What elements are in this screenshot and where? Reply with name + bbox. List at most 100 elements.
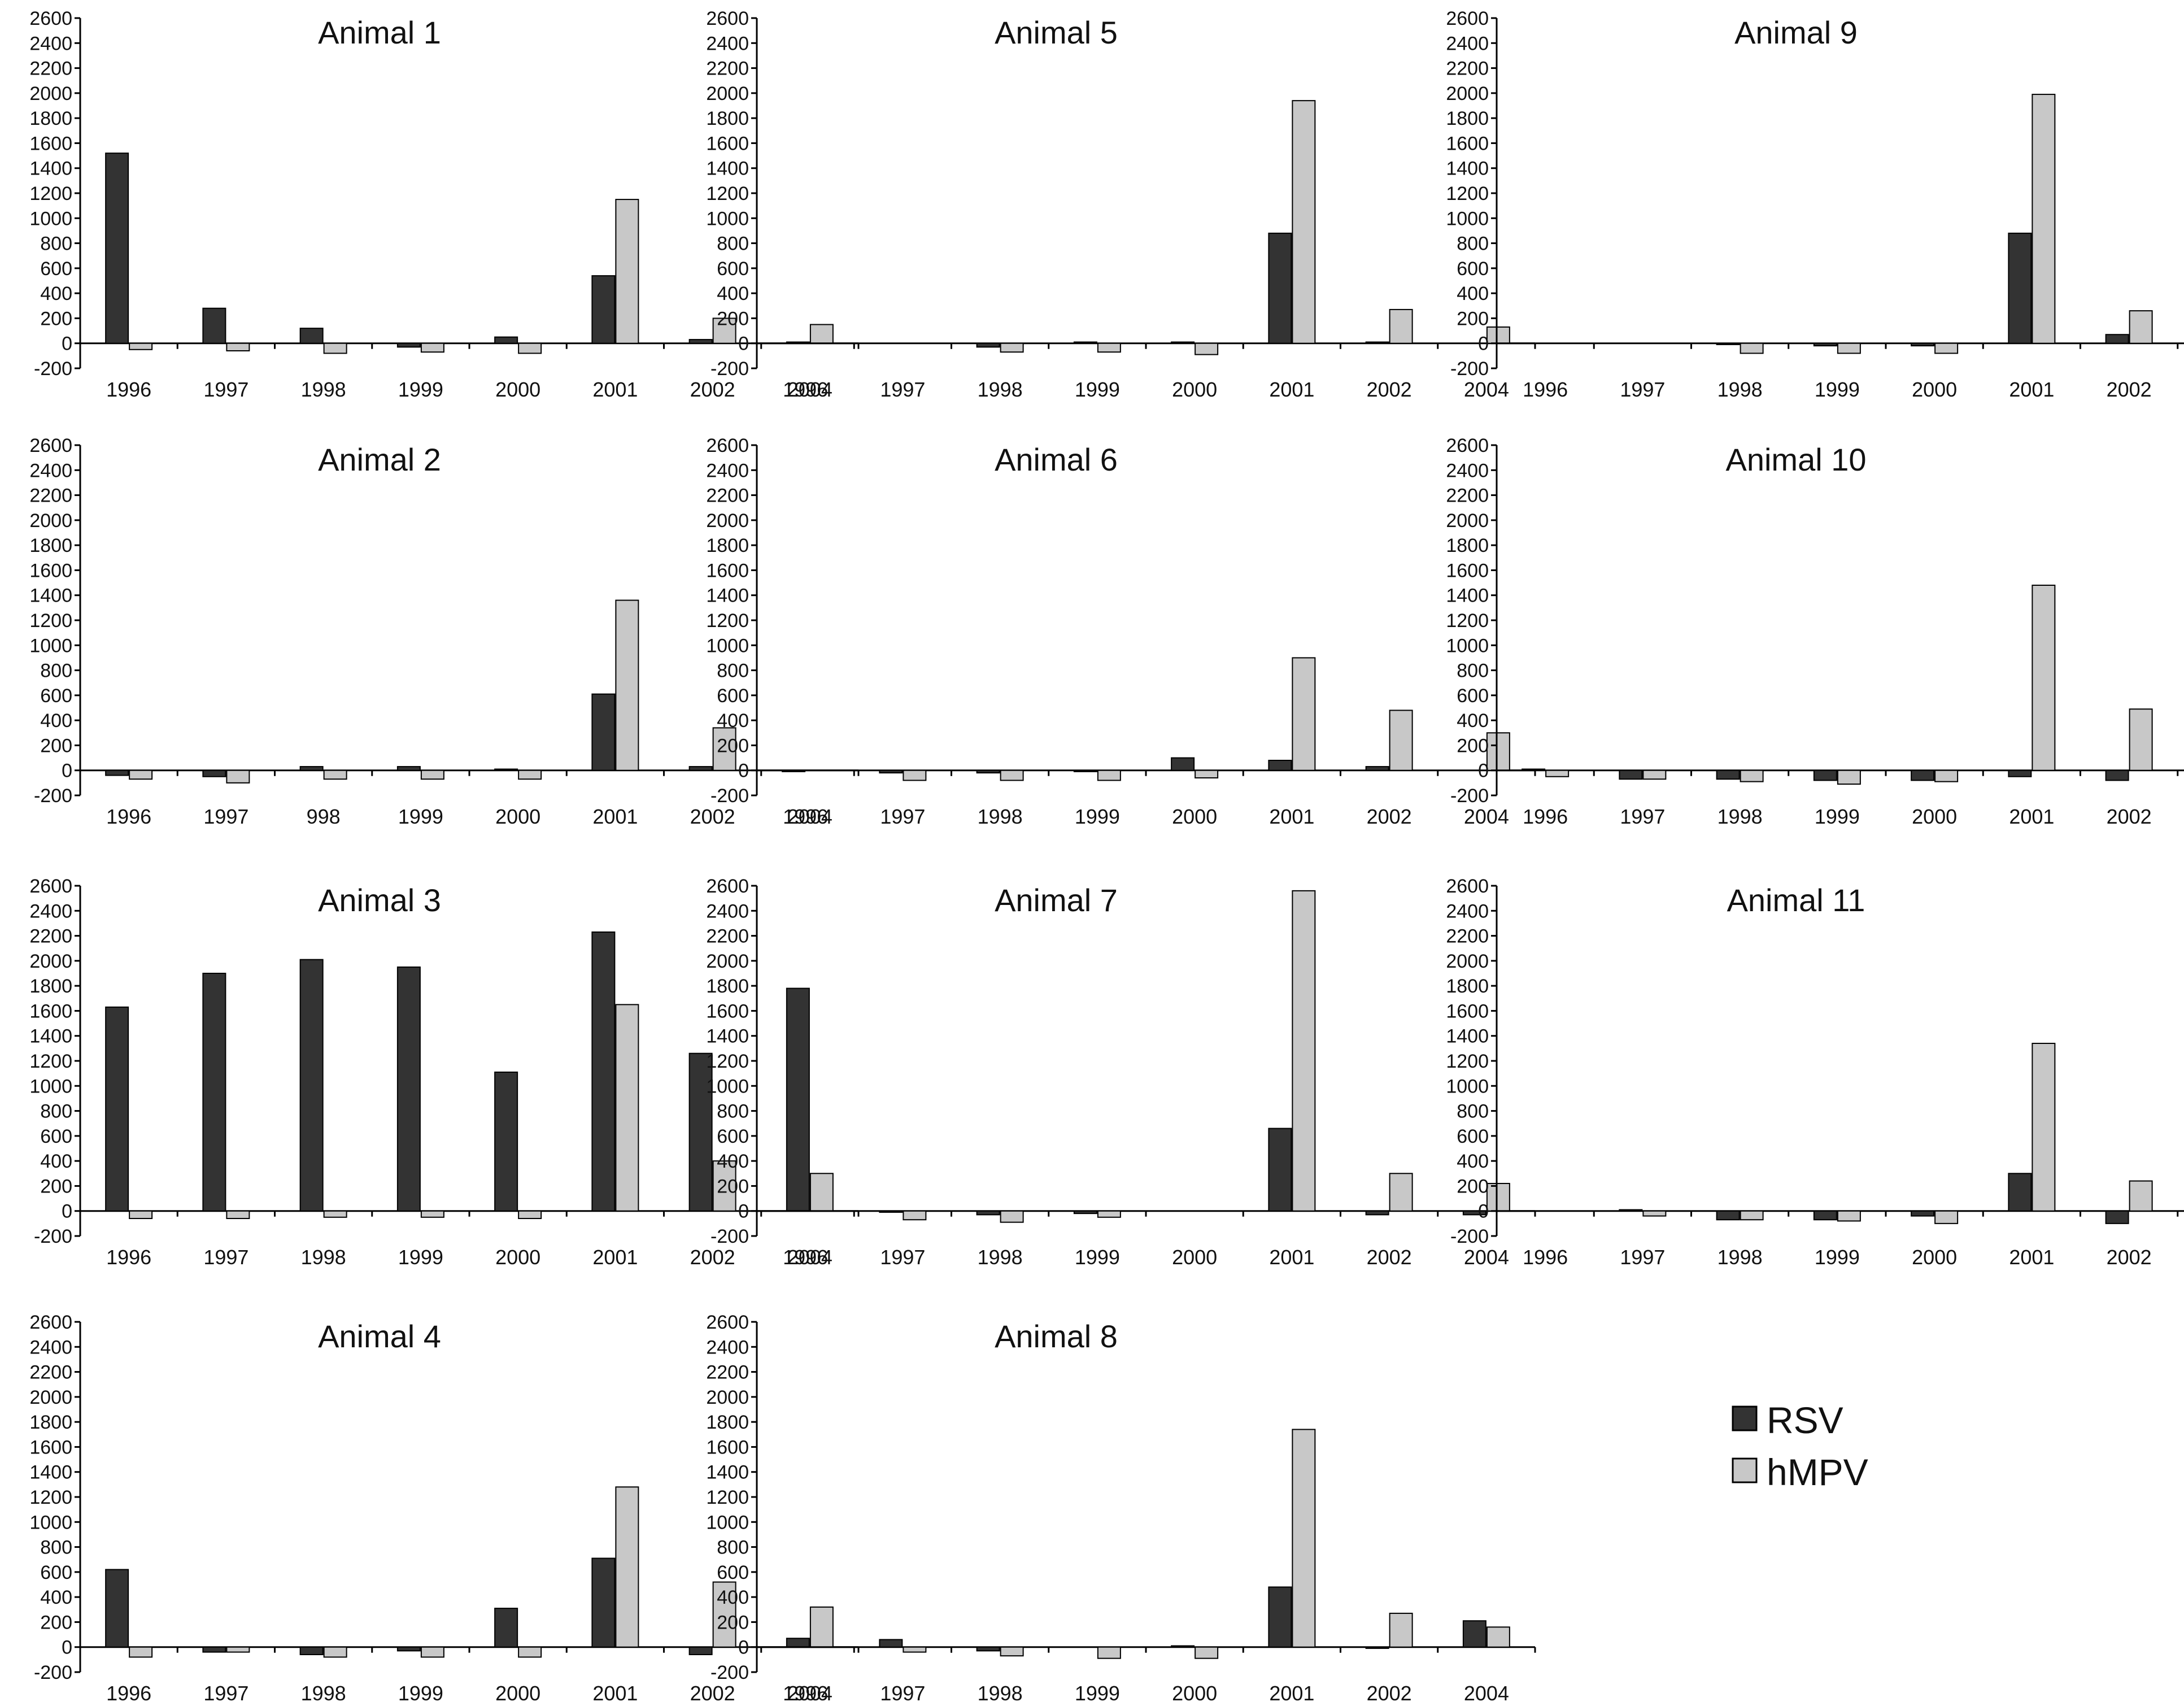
x-tick-label: 1998: [301, 378, 346, 401]
bar-hmpv-1999: [420, 342, 444, 353]
y-tick-label: 200: [717, 308, 749, 329]
bar-hmpv-2000: [1934, 769, 1959, 782]
bar-hmpv-2002: [712, 727, 736, 771]
bar-rsv-1998: [976, 342, 1000, 348]
bar-hmpv-1998: [1000, 1210, 1024, 1223]
bar-hmpv-2001: [2032, 585, 2056, 771]
chart-panel-11: Animal 11 -200 0 200 400 600 800 1000 1200 1400 16…: [1446, 876, 2184, 1269]
bar-hmpv-1999: [1097, 1646, 1121, 1659]
legend: RSV hMPV: [1732, 1399, 1868, 1493]
x-tick-label: 998: [307, 805, 341, 828]
bar-hmpv-2002: [1389, 308, 1413, 344]
x-tick-label: 1998: [978, 805, 1023, 828]
x-tick-label: 2000: [1912, 378, 1957, 401]
y-tick-label: 0: [738, 1201, 749, 1222]
y-tick-label: 800: [40, 660, 72, 682]
y-tick-label: 2200: [29, 58, 72, 80]
panel-title: Animal 5: [995, 15, 1118, 50]
x-tick-label: 1999: [1815, 378, 1860, 401]
bar-rsv-2004: [1462, 1210, 1486, 1216]
y-tick-label: 2000: [706, 1387, 749, 1408]
chart-panel-2: Animal 2 -200 0 200 400 600 800 1000 1200 1400 160…: [29, 435, 860, 828]
x-tick-label: 1998: [1717, 378, 1763, 401]
legend-label-rsv: RSV: [1767, 1399, 1843, 1441]
bar-hmpv-1998: [1740, 769, 1764, 782]
x-tick-label: 1997: [203, 1682, 249, 1705]
x-tick-label: 2001: [592, 805, 638, 828]
y-tick-label: 2200: [1446, 926, 1489, 947]
y-tick-label: 2600: [1446, 435, 1489, 456]
bar-rsv-2002: [1365, 341, 1389, 344]
y-tick-label: 1600: [706, 1437, 749, 1458]
y-tick-label: 2400: [706, 900, 749, 922]
bar-hmpv-1996: [1545, 769, 1570, 777]
y-tick-label: 2000: [706, 951, 749, 972]
y-tick-label: 1800: [1446, 976, 1489, 997]
y-tick-label: 1000: [29, 1512, 72, 1533]
bar-hmpv-1998: [1740, 342, 1764, 354]
y-tick-label: 600: [717, 685, 749, 707]
x-tick-label: 1997: [203, 378, 249, 401]
x-tick-label: 2004: [1464, 378, 1509, 401]
x-tick-label: 2000: [1172, 1682, 1217, 1705]
bar-hmpv-1996: [129, 342, 153, 350]
y-tick-label: 600: [717, 1126, 749, 1147]
y-tick-label: 1400: [29, 1462, 72, 1483]
y-tick-label: 1400: [706, 158, 749, 180]
x-tick-label: 1996: [783, 378, 828, 401]
y-tick-label: 2200: [29, 485, 72, 507]
x-tick-label: 1998: [301, 1682, 346, 1705]
x-tick-label: 1996: [106, 378, 151, 401]
y-tick-label: 2000: [1446, 83, 1489, 105]
y-tick-label: 1400: [706, 585, 749, 607]
y-tick-label: 2600: [1446, 876, 1489, 897]
x-tick-label: 1999: [1075, 378, 1120, 401]
bar-hmpv-2000: [1195, 1646, 1219, 1659]
bar-rsv-1996: [105, 1006, 129, 1212]
bar-hmpv-1997: [226, 1646, 250, 1653]
x-tick-label: 1997: [203, 1246, 249, 1269]
y-tick-label: 1600: [706, 133, 749, 154]
chart-panel-4: Animal 4 -200 0 200 400 600 800 1000 1200 1400 160…: [29, 1312, 860, 1705]
bar-hmpv-1996: [129, 1210, 153, 1220]
x-tick-label: 1999: [398, 1682, 443, 1705]
panel-title: Animal 7: [995, 882, 1118, 918]
bar-rsv-2001: [1268, 1128, 1292, 1212]
y-tick-label: 600: [40, 685, 72, 707]
y-tick-label: 400: [40, 710, 72, 732]
y-tick-label: 2200: [706, 485, 749, 507]
y-tick-label: 2600: [29, 435, 72, 456]
y-tick-label: 1800: [29, 535, 72, 556]
bar-hmpv-2001: [615, 599, 639, 771]
y-tick-label: 1800: [29, 976, 72, 997]
y-tick-label: -200: [1450, 1226, 1489, 1247]
y-tick-label: 2600: [1446, 8, 1489, 29]
x-tick-label: 2002: [2107, 805, 2152, 828]
bar-hmpv-2001: [1292, 657, 1316, 771]
y-tick-label: 1000: [29, 1076, 72, 1097]
y-tick-label: 1000: [1446, 1076, 1489, 1097]
y-tick-label: 400: [717, 283, 749, 304]
bar-hmpv-2000: [518, 342, 542, 354]
x-tick-label: 2001: [1269, 1246, 1314, 1269]
x-tick-label: 2002: [690, 805, 735, 828]
y-tick-label: 1200: [706, 610, 749, 632]
y-tick-label: 200: [1457, 308, 1489, 329]
bar-hmpv-1997: [903, 1210, 927, 1221]
y-tick-label: 0: [1478, 1201, 1489, 1222]
bar-rsv-1998: [976, 1646, 1000, 1652]
bar-hmpv-2004: [1486, 1626, 1510, 1648]
bar-rsv-1999: [396, 766, 421, 771]
x-tick-label: 1996: [1523, 1246, 1568, 1269]
y-tick-label: 1600: [1446, 560, 1489, 581]
bar-rsv-2001: [591, 693, 616, 771]
bar-hmpv-1999: [420, 1210, 444, 1218]
y-tick-label: 800: [1457, 233, 1489, 255]
y-tick-label: -200: [710, 1662, 749, 1683]
bar-hmpv-2004: [1486, 326, 1510, 344]
y-tick-label: 600: [1457, 1126, 1489, 1147]
bar-hmpv-1997: [1642, 769, 1667, 780]
x-tick-label: 2001: [1269, 1682, 1314, 1705]
y-tick-label: 2200: [29, 926, 72, 947]
